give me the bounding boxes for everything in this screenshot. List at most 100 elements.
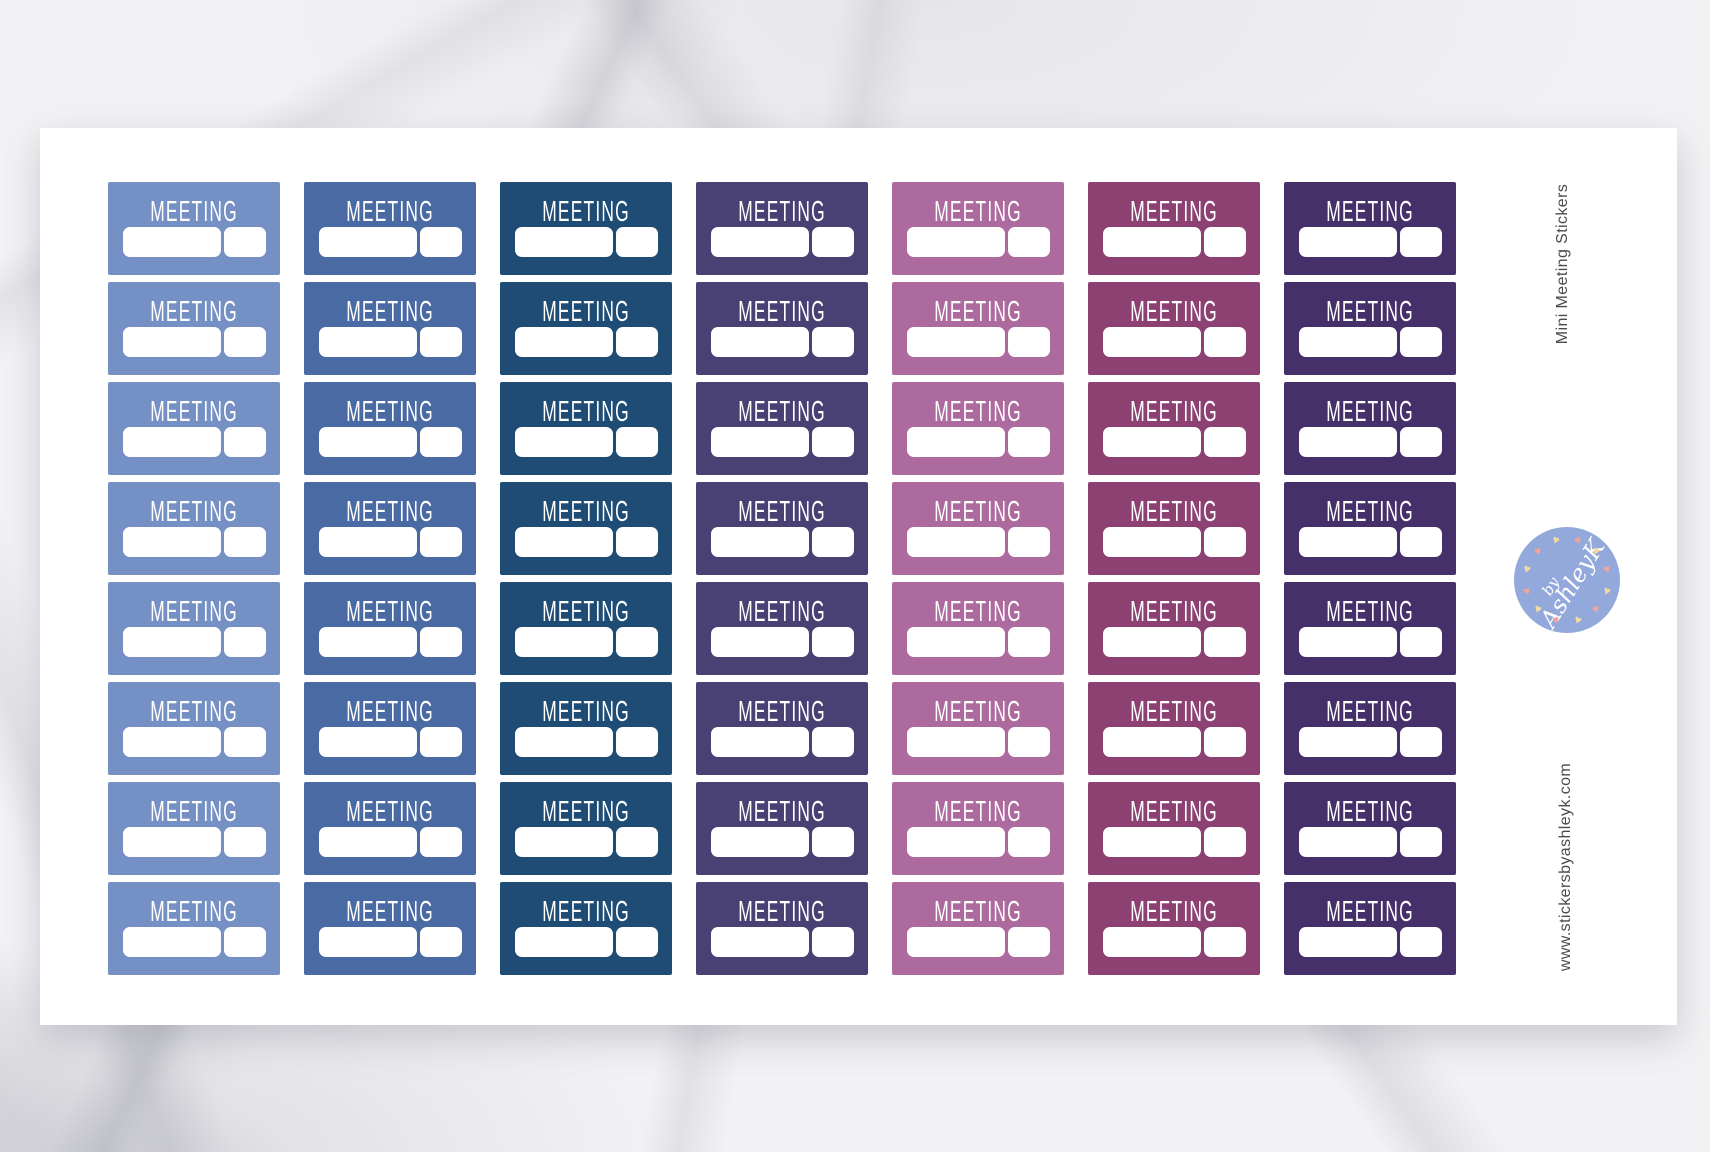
meeting-sticker: MEETING — [304, 282, 476, 375]
time-box-small — [812, 727, 854, 757]
sticker-label-wrap: MEETING — [1088, 182, 1260, 235]
sticker-label: MEETING — [346, 596, 434, 628]
time-box-large — [1299, 427, 1397, 457]
writing-boxes — [123, 627, 266, 657]
meeting-sticker: MEETING — [696, 482, 868, 575]
sticker-label-wrap: MEETING — [304, 582, 476, 635]
time-box-small — [812, 827, 854, 857]
sticker-label: MEETING — [346, 796, 434, 828]
sticker-label: MEETING — [1130, 596, 1218, 628]
meeting-sticker: MEETING — [892, 482, 1064, 575]
sticker-label: MEETING — [542, 196, 630, 228]
time-box-small — [812, 227, 854, 257]
sticker-label-wrap: MEETING — [892, 182, 1064, 235]
sticker-label: MEETING — [542, 396, 630, 428]
sticker-label: MEETING — [934, 796, 1022, 828]
sticker-label-wrap: MEETING — [696, 582, 868, 635]
sticker-label-wrap: MEETING — [892, 882, 1064, 935]
writing-boxes — [907, 227, 1050, 257]
writing-boxes — [123, 927, 266, 957]
sticker-label-wrap: MEETING — [892, 482, 1064, 535]
meeting-sticker: MEETING — [1284, 582, 1456, 675]
sticker-label-wrap: MEETING — [108, 482, 280, 535]
sticker-label-wrap: MEETING — [1088, 382, 1260, 435]
time-box-small — [420, 527, 462, 557]
heart-icon: ♥ — [1600, 561, 1613, 578]
sticker-label-wrap: MEETING — [1088, 282, 1260, 335]
meeting-sticker: MEETING — [696, 682, 868, 775]
time-box-small — [616, 627, 658, 657]
time-box-small — [1008, 527, 1050, 557]
writing-boxes — [1299, 227, 1442, 257]
time-box-large — [515, 327, 613, 357]
time-box-small — [1008, 327, 1050, 357]
time-box-large — [1103, 527, 1201, 557]
meeting-sticker: MEETING — [1088, 682, 1260, 775]
writing-boxes — [907, 827, 1050, 857]
time-box-small — [420, 927, 462, 957]
time-box-large — [515, 827, 613, 857]
sticker-label-wrap: MEETING — [696, 782, 868, 835]
time-box-small — [1204, 827, 1246, 857]
sticker-label-wrap: MEETING — [500, 282, 672, 335]
sticker-label: MEETING — [738, 796, 826, 828]
meeting-sticker: MEETING — [108, 582, 280, 675]
sticker-label: MEETING — [150, 196, 238, 228]
time-box-small — [1400, 427, 1442, 457]
time-box-large — [711, 827, 809, 857]
time-box-large — [711, 627, 809, 657]
time-box-large — [123, 927, 221, 957]
sticker-label: MEETING — [150, 496, 238, 528]
heart-icon: ♥ — [1600, 582, 1613, 599]
meeting-sticker: MEETING — [108, 882, 280, 975]
meeting-sticker: MEETING — [500, 282, 672, 375]
meeting-sticker: MEETING — [696, 182, 868, 275]
meeting-sticker: MEETING — [696, 882, 868, 975]
sticker-label: MEETING — [150, 596, 238, 628]
sticker-label-wrap: MEETING — [108, 282, 280, 335]
meeting-sticker: MEETING — [304, 782, 476, 875]
sticker-label: MEETING — [542, 796, 630, 828]
time-box-small — [1400, 627, 1442, 657]
sticker-sheet: MEETING MEETING MEETING MEETING MEETING MEETI… — [40, 128, 1677, 1025]
sticker-label-wrap: MEETING — [1284, 282, 1456, 335]
meeting-sticker: MEETING — [304, 882, 476, 975]
writing-boxes — [123, 827, 266, 857]
sticker-label: MEETING — [346, 196, 434, 228]
sticker-label: MEETING — [346, 296, 434, 328]
time-box-large — [1103, 427, 1201, 457]
meeting-sticker: MEETING — [1088, 282, 1260, 375]
sticker-label: MEETING — [542, 296, 630, 328]
time-box-large — [319, 627, 417, 657]
sticker-label: MEETING — [1130, 296, 1218, 328]
sticker-label-wrap: MEETING — [500, 882, 672, 935]
time-box-small — [1400, 527, 1442, 557]
meeting-sticker: MEETING — [1284, 482, 1456, 575]
time-box-small — [616, 527, 658, 557]
time-box-small — [420, 327, 462, 357]
heart-icon: ♥ — [1550, 532, 1563, 549]
sticker-label-wrap: MEETING — [304, 882, 476, 935]
writing-boxes — [319, 327, 462, 357]
writing-boxes — [1103, 927, 1246, 957]
sticker-label-wrap: MEETING — [696, 282, 868, 335]
sticker-label: MEETING — [1326, 396, 1414, 428]
time-box-large — [1103, 927, 1201, 957]
time-box-small — [1400, 827, 1442, 857]
sticker-label-wrap: MEETING — [696, 682, 868, 735]
writing-boxes — [1299, 527, 1442, 557]
sticker-label-wrap: MEETING — [1284, 182, 1456, 235]
time-box-large — [1103, 827, 1201, 857]
time-box-large — [907, 427, 1005, 457]
time-box-small — [1008, 827, 1050, 857]
time-box-large — [907, 527, 1005, 557]
time-box-small — [1400, 927, 1442, 957]
sticker-label: MEETING — [150, 896, 238, 928]
sticker-label-wrap: MEETING — [1088, 582, 1260, 635]
meeting-sticker: MEETING — [108, 382, 280, 475]
time-box-large — [1299, 727, 1397, 757]
time-box-small — [1204, 527, 1246, 557]
time-box-large — [907, 927, 1005, 957]
sticker-label-wrap: MEETING — [500, 582, 672, 635]
meeting-sticker: MEETING — [304, 482, 476, 575]
